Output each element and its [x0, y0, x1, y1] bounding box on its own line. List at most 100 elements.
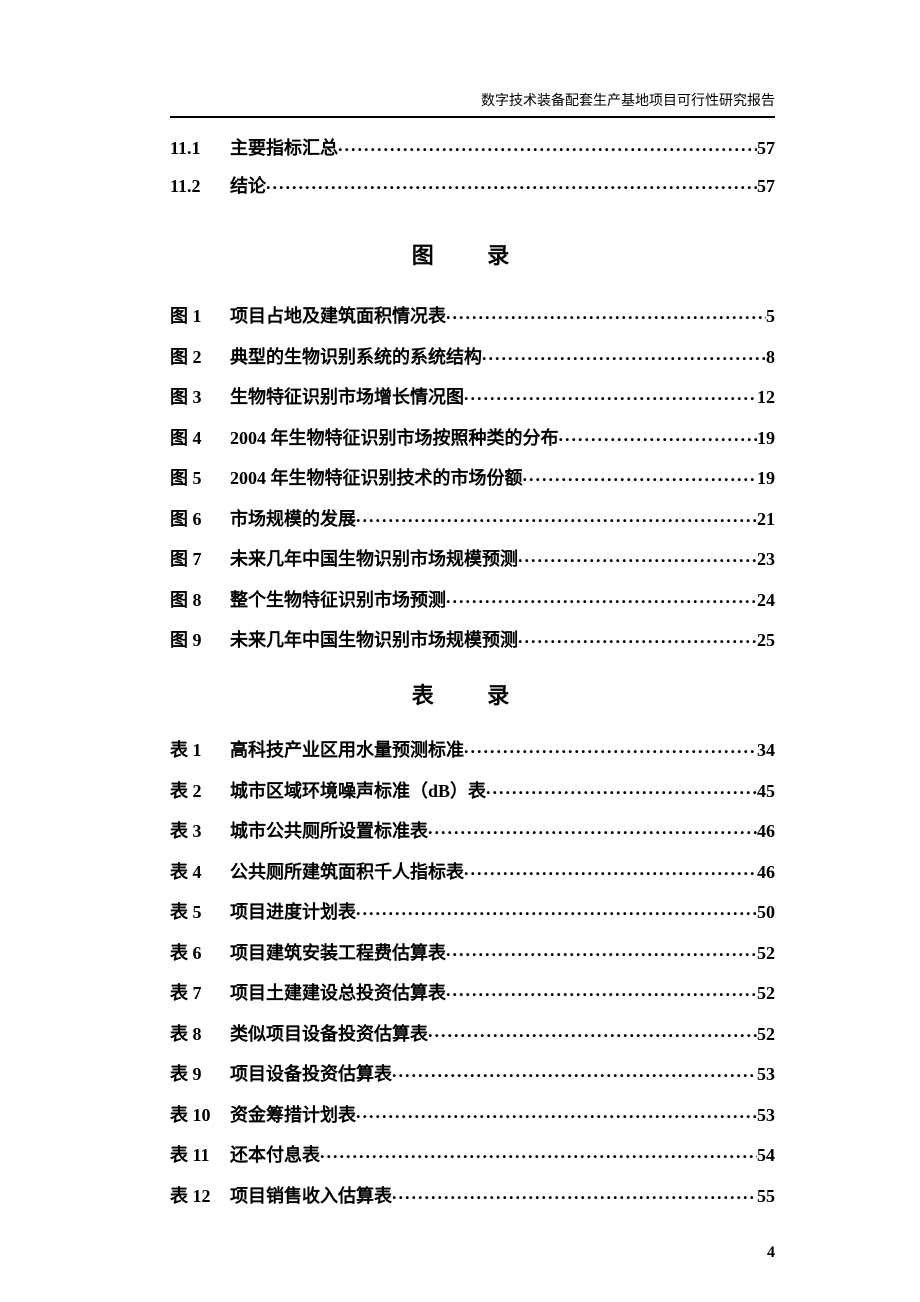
toc-page-number: 54 — [757, 1145, 775, 1166]
toc-figure-prefix: 图 9 — [170, 626, 230, 652]
toc-figure-title: 2004 年生物特征识别技术的市场份额 — [230, 464, 523, 490]
toc-section-number: 11.2 — [170, 176, 230, 197]
toc-dots — [446, 941, 757, 959]
toc-figure-title: 未来几年中国生物识别市场规模预测 — [230, 545, 518, 571]
toc-dots — [446, 304, 766, 322]
toc-table-entry: 表 11还本付息表54 — [170, 1141, 775, 1167]
toc-table-title: 类似项目设备投资估算表 — [230, 1020, 428, 1046]
toc-figure-prefix: 图 2 — [170, 343, 230, 369]
toc-page-number: 34 — [757, 740, 775, 761]
toc-section-entry: 11.2结论 57 — [170, 172, 775, 198]
toc-dots — [356, 1103, 757, 1121]
toc-section-title: 结论 — [230, 172, 266, 198]
toc-section-number: 11.1 — [170, 138, 230, 159]
toc-table-prefix: 表 5 — [170, 898, 230, 924]
toc-page-number: 5 — [766, 306, 775, 327]
toc-page-number: 52 — [757, 943, 775, 964]
toc-table-prefix: 表 4 — [170, 858, 230, 884]
toc-table-prefix: 表 9 — [170, 1060, 230, 1086]
toc-page-number: 52 — [757, 1024, 775, 1045]
toc-section-entry: 11.1主要指标汇总57 — [170, 134, 775, 160]
toc-figure-title: 项目占地及建筑面积情况表 — [230, 302, 446, 328]
toc-figure-prefix: 图 8 — [170, 586, 230, 612]
toc-dots — [559, 426, 758, 444]
toc-figure-title: 典型的生物识别系统的系统结构 — [230, 343, 482, 369]
toc-figure-entry: 图 2典型的生物识别系统的系统结构 8 — [170, 343, 775, 369]
toc-dots — [446, 981, 757, 999]
toc-table-title: 城市区域环境噪声标准（dB）表 — [230, 777, 486, 803]
toc-dots — [464, 385, 757, 403]
toc-table-title: 项目进度计划表 — [230, 898, 356, 924]
toc-figure-entry: 图 8整个生物特征识别市场预测 24 — [170, 586, 775, 612]
document-page: 数字技术装备配套生产基地项目可行性研究报告 11.1主要指标汇总5711.2结论… — [0, 0, 920, 1282]
toc-figure-prefix: 图 5 — [170, 464, 230, 490]
toc-dots — [518, 547, 757, 565]
toc-table-prefix: 表 11 — [170, 1141, 236, 1167]
toc-figure-entry: 图 7未来几年中国生物识别市场规模预测 23 — [170, 545, 775, 571]
toc-page-number: 55 — [757, 1186, 775, 1207]
toc-figure-prefix: 图 7 — [170, 545, 230, 571]
toc-page-number: 45 — [757, 781, 775, 802]
toc-dots — [482, 345, 766, 363]
page-number: 4 — [767, 1244, 775, 1262]
toc-dots — [446, 588, 757, 606]
toc-figure-prefix: 图 4 — [170, 424, 230, 450]
toc-table-prefix: 表 10 — [170, 1101, 236, 1127]
sections-block: 11.1主要指标汇总57 11.2结论 57 — [170, 134, 775, 198]
toc-dots — [464, 738, 757, 756]
toc-page-number: 25 — [757, 630, 775, 651]
toc-dots — [320, 1143, 757, 1161]
toc-page-number: 46 — [757, 821, 775, 842]
toc-table-title: 项目设备投资估算表 — [230, 1060, 392, 1086]
toc-figure-prefix: 图 3 — [170, 383, 230, 409]
toc-table-title: 项目土建建设总投资估算表 — [230, 979, 446, 1005]
toc-figure-title: 生物特征识别市场增长情况图 — [230, 383, 464, 409]
toc-table-entry: 表 6项目建筑安装工程费估算表52 — [170, 939, 775, 965]
toc-dots — [486, 779, 757, 797]
toc-figure-prefix: 图 6 — [170, 505, 230, 531]
toc-page-number: 46 — [757, 862, 775, 883]
toc-page-number: 8 — [766, 347, 775, 368]
toc-table-prefix: 表 2 — [170, 777, 230, 803]
toc-page-number: 57 — [757, 176, 775, 197]
toc-figure-entry: 图 3生物特征识别市场增长情况图 12 — [170, 383, 775, 409]
toc-table-title: 资金筹措计划表 — [230, 1101, 356, 1127]
toc-figure-entry: 图 6市场规模的发展21 — [170, 505, 775, 531]
toc-page-number: 50 — [757, 902, 775, 923]
toc-table-entry: 表 7项目土建建设总投资估算表 52 — [170, 979, 775, 1005]
toc-dots — [338, 136, 757, 154]
toc-dots — [392, 1184, 757, 1202]
toc-dots — [428, 819, 757, 837]
toc-figure-entry: 图 52004 年生物特征识别技术的市场份额19 — [170, 464, 775, 490]
toc-table-entry: 表 10资金筹措计划表 53 — [170, 1101, 775, 1127]
toc-table-prefix: 表 8 — [170, 1020, 230, 1046]
toc-figure-title: 市场规模的发展 — [230, 505, 356, 531]
toc-table-title: 项目销售收入估算表 — [230, 1182, 392, 1208]
toc-page-number: 52 — [757, 983, 775, 1004]
toc-page-number: 19 — [757, 428, 775, 449]
toc-page-number: 57 — [757, 138, 775, 159]
toc-page-number: 24 — [757, 590, 775, 611]
toc-page-number: 53 — [757, 1105, 775, 1126]
toc-table-entry: 表 12项目销售收入估算表55 — [170, 1182, 775, 1208]
toc-table-entry: 表 9项目设备投资估算表53 — [170, 1060, 775, 1086]
toc-table-prefix: 表 6 — [170, 939, 230, 965]
toc-figure-entry: 图 9未来几年中国生物识别市场规模预测25 — [170, 626, 775, 652]
toc-table-entry: 表 8类似项目设备投资估算表 52 — [170, 1020, 775, 1046]
toc-dots — [518, 628, 757, 646]
toc-page-number: 23 — [757, 549, 775, 570]
toc-table-prefix: 表 1 — [170, 736, 230, 762]
toc-dots — [428, 1022, 757, 1040]
toc-table-title: 公共厕所建筑面积千人指标表 — [230, 858, 464, 884]
toc-dots — [356, 507, 757, 525]
toc-figure-entry: 图 42004 年生物特征识别市场按照种类的分布19 — [170, 424, 775, 450]
toc-table-prefix: 表 7 — [170, 979, 230, 1005]
toc-page-number: 12 — [757, 387, 775, 408]
tables-block: 表 1高科技产业区用水量预测标准34表 2城市区域环境噪声标准（dB）表45表 … — [170, 736, 775, 1208]
toc-dots — [392, 1062, 757, 1080]
toc-figure-title: 整个生物特征识别市场预测 — [230, 586, 446, 612]
toc-dots — [356, 900, 757, 918]
toc-table-entry: 表 2城市区域环境噪声标准（dB）表 45 — [170, 777, 775, 803]
toc-figure-entry: 图 1项目占地及建筑面积情况表5 — [170, 302, 775, 328]
toc-table-entry: 表 1高科技产业区用水量预测标准34 — [170, 736, 775, 762]
